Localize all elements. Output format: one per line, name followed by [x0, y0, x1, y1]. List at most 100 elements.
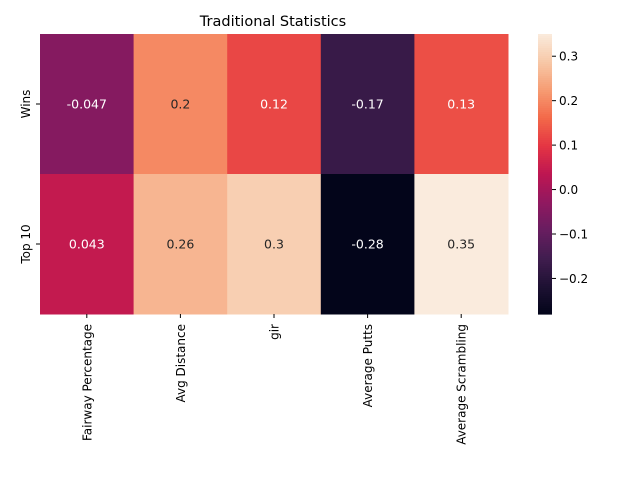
- x-tick-label: Average Scrambling: [455, 324, 469, 445]
- colorbar-segment: [538, 312, 552, 315]
- heatmap-cell: [320, 34, 415, 175]
- colorbar-segment: [538, 304, 552, 307]
- colorbar-segment: [538, 210, 552, 213]
- colorbar-segment: [538, 128, 552, 131]
- colorbar-segment: [538, 44, 552, 47]
- colorbar-segment: [538, 288, 552, 291]
- colorbar-segment: [538, 54, 552, 57]
- colorbar-segment: [538, 68, 552, 71]
- colorbar-segment: [538, 218, 552, 221]
- colorbar-segment: [538, 266, 552, 269]
- y-axis: Wins Top 10: [19, 90, 40, 265]
- heatmap-cell-labels: -0.047 0.2 0.12 -0.17 0.13 0.043 0.26 0.3 -0.28 0…: [67, 97, 475, 252]
- colorbar-segment: [538, 274, 552, 277]
- colorbar-segment: [538, 196, 552, 199]
- colorbar-segment: [538, 78, 552, 81]
- colorbar-segment: [538, 294, 552, 297]
- colorbar-segment: [538, 176, 552, 179]
- colorbar-segment: [538, 136, 552, 139]
- colorbar-segment: [538, 192, 552, 195]
- colorbar-segment: [538, 64, 552, 67]
- colorbar-segment: [538, 66, 552, 69]
- cell-value-label: -0.28: [351, 237, 383, 252]
- colorbar-segment: [538, 40, 552, 43]
- colorbar-segment: [538, 226, 552, 229]
- colorbar-segment: [538, 238, 552, 241]
- colorbar-segment: [538, 42, 552, 45]
- colorbar-segment: [538, 222, 552, 225]
- colorbar-segment: [538, 96, 552, 99]
- colorbar-segment: [538, 148, 552, 151]
- colorbar-segment: [538, 194, 552, 197]
- colorbar-segment: [538, 296, 552, 299]
- colorbar-segment: [538, 114, 552, 117]
- colorbar-segment: [538, 86, 552, 89]
- colorbar-segment: [538, 126, 552, 129]
- cell-value-label: 0.3: [264, 237, 284, 252]
- colorbar-segment: [538, 232, 552, 235]
- colorbar-segment: [538, 208, 552, 211]
- colorbar-segment: [538, 230, 552, 233]
- colorbar-segment: [538, 186, 552, 189]
- cell-value-label: 0.13: [447, 97, 475, 112]
- cell-value-label: 0.043: [69, 237, 105, 252]
- colorbar-segment: [538, 132, 552, 135]
- colorbar-segment: [538, 260, 552, 263]
- colorbar-segment: [538, 286, 552, 289]
- colorbar-segment: [538, 52, 552, 55]
- colorbar-segment: [538, 248, 552, 251]
- cell-value-label: 0.2: [170, 97, 190, 112]
- colorbar-segment: [538, 242, 552, 245]
- colorbar-segment: [538, 272, 552, 275]
- colorbar-tick-label: 0.2: [559, 94, 578, 108]
- colorbar-segment: [538, 118, 552, 121]
- colorbar-segment: [538, 284, 552, 287]
- colorbar-segment: [538, 36, 552, 39]
- colorbar-segment: [538, 228, 552, 231]
- colorbar-segment: [538, 72, 552, 75]
- colorbar-segment: [538, 140, 552, 143]
- colorbar-segment: [538, 168, 552, 171]
- colorbar-segment: [538, 244, 552, 247]
- colorbar-segment: [538, 122, 552, 125]
- colorbar-segment: [538, 306, 552, 309]
- colorbar-segment: [538, 90, 552, 93]
- colorbar-segment: [538, 280, 552, 283]
- colorbar-segment: [538, 76, 552, 79]
- colorbar-segment: [538, 182, 552, 185]
- colorbar-segment: [538, 150, 552, 153]
- cell-value-label: 0.12: [260, 97, 288, 112]
- colorbar-segment: [538, 144, 552, 147]
- cell-value-label: -0.047: [67, 97, 107, 112]
- colorbar-segment: [538, 302, 552, 305]
- colorbar-segment: [538, 172, 552, 175]
- heatmap-cell: [227, 174, 322, 315]
- heatmap-cell: [40, 174, 135, 315]
- heatmap-cell: [40, 34, 135, 175]
- colorbar-segment: [538, 200, 552, 203]
- colorbar-segment: [538, 120, 552, 123]
- colorbar-segment: [538, 62, 552, 65]
- cell-value-label: -0.17: [351, 97, 383, 112]
- colorbar-segment: [538, 298, 552, 301]
- colorbar-segment: [538, 152, 552, 155]
- colorbar-segment: [538, 70, 552, 73]
- colorbar-segment: [538, 216, 552, 219]
- colorbar-segment: [538, 106, 552, 109]
- x-tick-label: Fairway Percentage: [80, 324, 94, 441]
- colorbar-tick-label: 0.1: [559, 139, 578, 153]
- colorbar-segment: [538, 142, 552, 145]
- chart-title: Traditional Statistics: [199, 14, 346, 30]
- heatmap-cells: [40, 34, 509, 315]
- colorbar-segment: [538, 258, 552, 261]
- colorbar-segment: [538, 290, 552, 293]
- colorbar-segment: [538, 206, 552, 209]
- colorbar-segment: [538, 156, 552, 159]
- colorbar-segment: [538, 264, 552, 267]
- cell-value-label: 0.26: [166, 237, 194, 252]
- colorbar-segment: [538, 108, 552, 111]
- colorbar-segment: [538, 162, 552, 165]
- colorbar-segment: [538, 220, 552, 223]
- x-tick-label: gir: [268, 324, 282, 340]
- colorbar-segment: [538, 282, 552, 285]
